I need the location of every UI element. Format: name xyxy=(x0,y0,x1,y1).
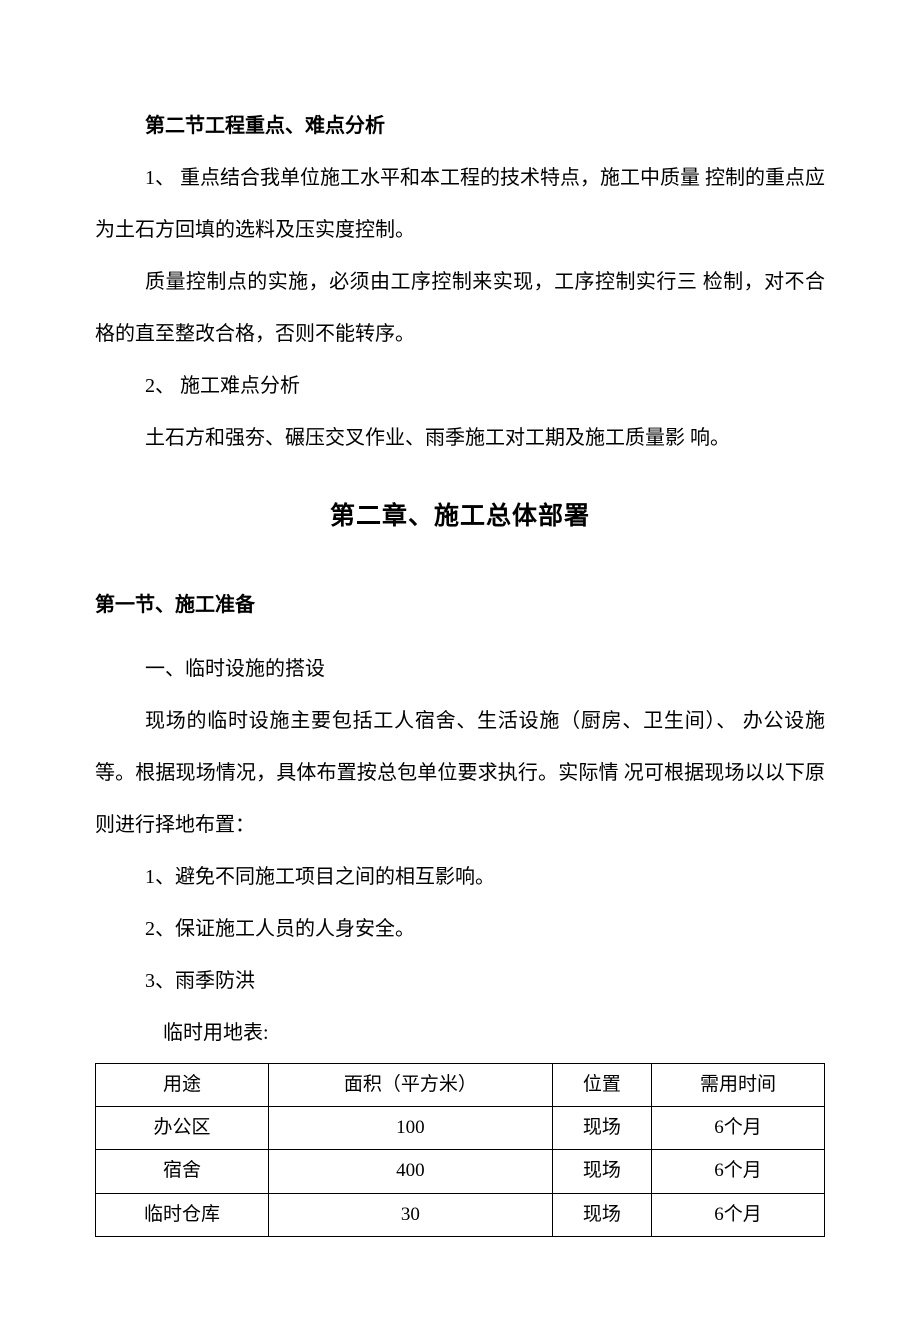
table-row: 临时仓库 30 现场 6个月 xyxy=(96,1193,825,1236)
table-cell: 6个月 xyxy=(651,1150,824,1193)
section2-para1: 1、 重点结合我单位施工水平和本工程的技术特点，施工中质量 控制的重点应为土石方… xyxy=(95,152,825,256)
section2-1-subtitle: 一、临时设施的搭设 xyxy=(95,643,825,695)
section2-1-title: 第一节、施工准备 xyxy=(95,579,825,631)
chapter2-title: 第二章、施工总体部署 xyxy=(95,484,825,549)
table-cell: 宿舍 xyxy=(96,1150,269,1193)
table-header-cell: 面积（平方米） xyxy=(269,1064,553,1107)
list-item-2: 2、保证施工人员的人身安全。 xyxy=(95,903,825,955)
table-title: 临时用地表: xyxy=(95,1007,825,1059)
table-cell: 现场 xyxy=(552,1193,651,1236)
table-row: 办公区 100 现场 6个月 xyxy=(96,1107,825,1150)
land-use-table: 用途 面积（平方米） 位置 需用时间 办公区 100 现场 6个月 宿舍 400… xyxy=(95,1063,825,1237)
table-cell: 现场 xyxy=(552,1150,651,1193)
table-cell: 办公区 xyxy=(96,1107,269,1150)
list-item-3: 3、雨季防洪 xyxy=(95,955,825,1007)
section2-para2: 质量控制点的实施，必须由工序控制来实现，工序控制实行三 检制，对不合格的直至整改… xyxy=(95,256,825,360)
table-cell: 100 xyxy=(269,1107,553,1150)
table-cell: 30 xyxy=(269,1193,553,1236)
table-header-cell: 用途 xyxy=(96,1064,269,1107)
table-header-cell: 需用时间 xyxy=(651,1064,824,1107)
table-cell: 6个月 xyxy=(651,1193,824,1236)
table-cell: 6个月 xyxy=(651,1107,824,1150)
section2-para3: 2、 施工难点分析 xyxy=(95,360,825,412)
table-header-cell: 位置 xyxy=(552,1064,651,1107)
table-row: 宿舍 400 现场 6个月 xyxy=(96,1150,825,1193)
section2-title: 第二节工程重点、难点分析 xyxy=(95,100,825,152)
section2-1-para1: 现场的临时设施主要包括工人宿舍、生活设施（厨房、卫生间）、 办公设施等。根据现场… xyxy=(95,695,825,851)
list-item-1: 1、避免不同施工项目之间的相互影响。 xyxy=(95,851,825,903)
section2-para4: 土石方和强夯、碾压交叉作业、雨季施工对工期及施工质量影 响。 xyxy=(95,412,825,464)
table-cell: 临时仓库 xyxy=(96,1193,269,1236)
table-cell: 400 xyxy=(269,1150,553,1193)
table-cell: 现场 xyxy=(552,1107,651,1150)
table-header-row: 用途 面积（平方米） 位置 需用时间 xyxy=(96,1064,825,1107)
